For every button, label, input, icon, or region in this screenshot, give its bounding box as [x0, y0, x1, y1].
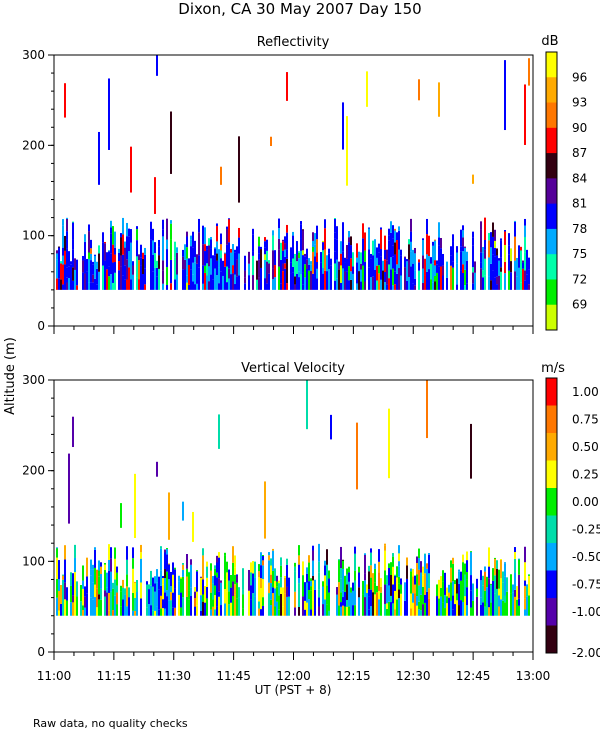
colorbar-label: 0.25	[572, 467, 599, 481]
colorbar-label: -0.50	[572, 550, 600, 564]
colorbar-segment	[546, 127, 557, 154]
x-tick-label: 11:15	[97, 669, 132, 683]
y-tick-label-three-hundred: 300	[22, 48, 45, 62]
time-axis-label: UT (PST + 8)	[255, 683, 332, 697]
reflectivity-title: Reflectivity	[257, 35, 330, 50]
colorbar-label: 0.00	[572, 495, 599, 509]
colorbar-segment	[546, 598, 557, 626]
colorbar-label: 72	[572, 272, 587, 286]
colorbar-segment	[546, 625, 557, 654]
y-tick-label-one-hundred: 100	[22, 229, 45, 243]
x-tick-label: 12:30	[396, 669, 431, 683]
velocity-data-layer	[56, 380, 530, 616]
colorbar-frame	[545, 377, 558, 654]
reflectivity-data-layer	[56, 55, 530, 290]
y-tick-label-two-hundred: 200	[22, 464, 45, 478]
y-tick-label-zero: 0	[37, 319, 45, 333]
x-tick-label: 11:00	[37, 669, 72, 683]
colorbar-frame	[545, 51, 558, 331]
colorbar-label: 0.50	[572, 440, 599, 454]
y-tick-label-one-hundred: 100	[22, 554, 45, 568]
colorbar-label: -0.75	[572, 577, 600, 591]
colorbar-label: -1.00	[572, 605, 600, 619]
colorbar-label: 84	[572, 171, 587, 185]
colorbar-label: 69	[572, 298, 587, 312]
colorbar-segment	[546, 378, 557, 406]
y-tick-label-zero: 0	[37, 645, 45, 659]
colorbar-segment	[546, 77, 557, 104]
colorbar-label: 81	[572, 197, 587, 211]
colorbar-label: 87	[572, 146, 587, 160]
colorbar-segment	[546, 515, 557, 544]
colorbar-label: 78	[572, 222, 587, 236]
colorbar-label: -2.00	[572, 646, 600, 660]
footnote: Raw data, no quality checks	[33, 717, 188, 730]
velocity-panel: Vertical Velocity 0 100 200 300 11:00 11:15 11…	[22, 361, 600, 683]
colorbar-label: -0.25	[572, 522, 600, 536]
colorbar-segment	[546, 178, 557, 205]
velocity-colorbar: 1.00 0.75 0.50 0.25 0.00 -0.25 -0.50 -0.75 -1.00…	[545, 377, 600, 660]
y-tick-label-two-hundred: 200	[22, 138, 45, 152]
velocity-colorbar-unit: m/s	[541, 361, 565, 376]
reflectivity-axes: 0 100 200 300	[22, 48, 534, 334]
x-tick-label: 12:45	[456, 669, 491, 683]
reflectivity-colorbar-unit: dB	[541, 34, 558, 49]
reflectivity-colorbar: 96 93 90 87 84 81 78 75 72 69	[545, 51, 587, 331]
colorbar-label: 1.00	[572, 385, 599, 399]
colorbar-label: 0.75	[572, 412, 599, 426]
colorbar-segment	[546, 570, 557, 599]
colorbar-label: 93	[572, 96, 587, 110]
colorbar-label: 90	[572, 121, 587, 135]
x-tick-label: 13:00	[516, 669, 551, 683]
x-tick-label: 12:00	[276, 669, 311, 683]
x-tick-label: 11:45	[216, 669, 251, 683]
velocity-title: Vertical Velocity	[241, 361, 345, 376]
colorbar-label: 75	[572, 247, 587, 261]
colorbar-segment	[546, 153, 557, 179]
colorbar-segment	[546, 52, 557, 78]
colorbar-segment	[546, 405, 557, 434]
figure-title: Dixon, CA 30 May 2007 Day 150	[178, 0, 421, 18]
altitude-axis-label: Altitude (m)	[3, 337, 18, 415]
velocity-axes: 0 100 200 300 11:00 11:15 11:30 11:45 12:00 12:15…	[22, 373, 550, 683]
x-tick-label: 12:15	[336, 669, 371, 683]
colorbar-segment	[546, 543, 557, 571]
colorbar-segment	[546, 102, 557, 129]
colorbar-segment	[546, 203, 557, 230]
colorbar-segment	[546, 228, 557, 255]
colorbar-segment	[546, 433, 557, 461]
reflectivity-panel: Reflectivity 0 100 200 300 dB 96 93 90 87 84 81 7…	[22, 34, 587, 334]
colorbar-segment	[546, 254, 557, 280]
colorbar-segment	[546, 279, 557, 306]
x-tick-label: 11:30	[156, 669, 191, 683]
colorbar-label: 96	[572, 70, 587, 84]
colorbar-segment	[546, 304, 557, 331]
colorbar-segment	[546, 488, 557, 516]
y-tick-label-three-hundred: 300	[22, 373, 45, 387]
colorbar-segment	[546, 460, 557, 489]
